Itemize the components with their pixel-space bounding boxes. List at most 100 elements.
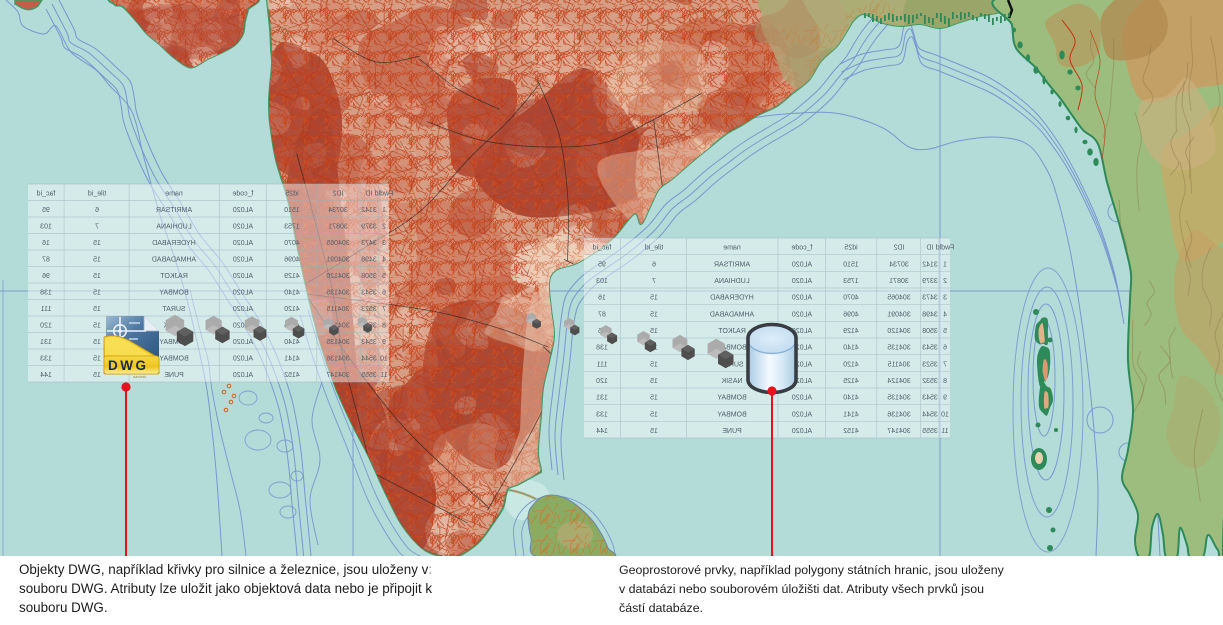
svg-text:4125: 4125 xyxy=(843,378,859,385)
svg-text:name: name xyxy=(165,191,183,198)
svg-text:30734: 30734 xyxy=(328,207,348,214)
svg-text:BOMBAY: BOMBAY xyxy=(159,290,189,297)
svg-text:3543: 3543 xyxy=(361,339,377,346)
svg-text:15: 15 xyxy=(93,323,101,330)
svg-text:PUNE: PUNE xyxy=(722,428,742,435)
svg-text:103: 103 xyxy=(40,224,52,231)
svg-text:6: 6 xyxy=(382,290,386,297)
svg-text:7: 7 xyxy=(943,361,947,368)
svg-text:AL020: AL020 xyxy=(792,395,812,402)
svg-text:138: 138 xyxy=(596,345,608,352)
svg-text:11: 11 xyxy=(941,428,948,435)
svg-text:Geoprostorové prvky, například: Geoprostorové prvky, například polygony … xyxy=(619,563,1005,577)
svg-text:304135: 304135 xyxy=(887,345,910,352)
svg-text:30871: 30871 xyxy=(889,278,909,285)
svg-text:131: 131 xyxy=(596,395,608,402)
svg-text:BOMBAY: BOMBAY xyxy=(159,339,189,346)
svg-text:4140: 4140 xyxy=(843,345,859,352)
svg-text:87: 87 xyxy=(42,257,50,264)
svg-text:id25: id25 xyxy=(285,191,298,198)
svg-text:AL020: AL020 xyxy=(233,240,253,247)
svg-text:95: 95 xyxy=(598,261,606,268)
svg-text:304115: 304115 xyxy=(887,361,910,368)
svg-text:částí databáze.: částí databáze. xyxy=(619,601,703,615)
svg-text:304120: 304120 xyxy=(887,328,910,335)
svg-text:7: 7 xyxy=(652,278,656,285)
svg-text:RAJKOT: RAJKOT xyxy=(717,328,745,335)
svg-text:AL020: AL020 xyxy=(233,290,253,297)
svg-text:AL020: AL020 xyxy=(792,345,812,352)
svg-text:AL020: AL020 xyxy=(233,306,253,313)
svg-text:4096: 4096 xyxy=(843,311,859,318)
svg-text:3379: 3379 xyxy=(922,278,938,285)
svg-text:133: 133 xyxy=(40,356,52,363)
svg-text:PUNE: PUNE xyxy=(164,372,184,379)
svg-text:304136: 304136 xyxy=(326,356,349,363)
svg-text:ID: ID xyxy=(366,191,373,198)
svg-text:autodesk: autodesk xyxy=(133,375,146,379)
svg-text:87: 87 xyxy=(598,311,606,318)
svg-text:120: 120 xyxy=(40,323,52,330)
svg-text:AL020: AL020 xyxy=(792,411,812,418)
svg-text:AL020: AL020 xyxy=(233,339,253,346)
svg-text:304120: 304120 xyxy=(326,273,349,280)
svg-text:304065: 304065 xyxy=(887,295,910,302)
svg-text:AL020: AL020 xyxy=(233,273,253,280)
svg-text:8: 8 xyxy=(943,378,947,385)
svg-text:16: 16 xyxy=(598,295,606,302)
svg-text:AL020: AL020 xyxy=(792,428,812,435)
svg-text:AL020: AL020 xyxy=(792,278,812,285)
svg-text:1510: 1510 xyxy=(284,207,300,214)
svg-text:AL020: AL020 xyxy=(233,257,253,264)
svg-text:BOMBAY: BOMBAY xyxy=(717,411,747,418)
svg-text:HYDERABAD: HYDERABAD xyxy=(152,240,196,247)
svg-text:AL020: AL020 xyxy=(233,207,253,214)
svg-text:8: 8 xyxy=(382,323,386,330)
svg-text:fac_id: fac_id xyxy=(37,191,56,198)
svg-text:16: 16 xyxy=(42,240,50,247)
svg-text:15: 15 xyxy=(650,411,658,418)
svg-text:103: 103 xyxy=(596,278,608,285)
svg-text:15: 15 xyxy=(93,273,101,280)
svg-text:15: 15 xyxy=(650,328,658,335)
svg-text:AL020: AL020 xyxy=(792,361,812,368)
svg-text:15: 15 xyxy=(650,395,658,402)
svg-text:f_code: f_code xyxy=(791,245,812,252)
svg-text:304091: 304091 xyxy=(887,311,910,318)
svg-text:304136: 304136 xyxy=(887,411,910,418)
svg-text:15: 15 xyxy=(93,257,101,264)
svg-text:AHMADABAD: AHMADABAD xyxy=(710,311,754,318)
svg-text:1753: 1753 xyxy=(843,278,859,285)
svg-text:304135: 304135 xyxy=(887,395,910,402)
svg-text:15: 15 xyxy=(93,339,101,346)
svg-text:6: 6 xyxy=(943,345,947,352)
svg-text:304091: 304091 xyxy=(326,257,349,264)
svg-text:4129: 4129 xyxy=(284,273,300,280)
svg-text:BOMBAY: BOMBAY xyxy=(717,395,747,402)
svg-text:id25: id25 xyxy=(844,245,857,252)
svg-text:3142: 3142 xyxy=(922,261,938,268)
svg-text:3473: 3473 xyxy=(922,295,938,302)
svg-text:4096: 4096 xyxy=(284,257,300,264)
svg-text:4120: 4120 xyxy=(843,361,859,368)
svg-text:4140: 4140 xyxy=(284,339,300,346)
svg-text:5: 5 xyxy=(943,328,947,335)
svg-text:15: 15 xyxy=(650,361,658,368)
svg-text:AL020: AL020 xyxy=(792,311,812,318)
svg-text:6: 6 xyxy=(95,207,99,214)
svg-text:Fwdld: Fwdld xyxy=(375,191,394,198)
svg-text:95: 95 xyxy=(42,207,50,214)
svg-text:111: 111 xyxy=(41,306,52,313)
svg-text:138: 138 xyxy=(40,290,52,297)
svg-text:3555: 3555 xyxy=(361,372,377,379)
svg-text:304135: 304135 xyxy=(326,339,349,346)
svg-text:3523: 3523 xyxy=(361,306,377,313)
svg-text:ID2: ID2 xyxy=(893,245,904,252)
svg-text:15: 15 xyxy=(650,378,658,385)
svg-text:4129: 4129 xyxy=(843,328,859,335)
svg-text:3: 3 xyxy=(382,240,386,247)
svg-text:7: 7 xyxy=(382,306,386,313)
svg-text:304147: 304147 xyxy=(326,372,349,379)
svg-text:AHMADABAD: AHMADABAD xyxy=(152,257,196,264)
svg-text:15: 15 xyxy=(650,295,658,302)
